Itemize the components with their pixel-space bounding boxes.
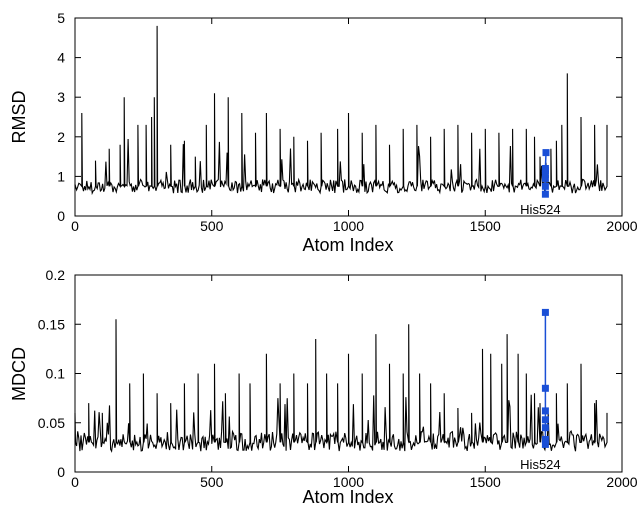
mdcd-his524-point — [541, 440, 549, 448]
mdcd-y-tick-label: 0.1 — [46, 366, 66, 382]
rmsd-panel: RMSD Atom Index 0 500 1000 1500 2000 0 1 2 3 4 5 Hi… — [9, 10, 638, 255]
rmsd-y-tick-label: 4 — [57, 50, 65, 66]
mdcd-his524-point — [541, 436, 549, 443]
mdcd-x-tick-label: 0 — [71, 474, 79, 490]
rmsd-series-line — [74, 25, 608, 196]
rmsd-his524-point — [541, 165, 549, 172]
rmsd-y-tick-label: 0 — [57, 208, 65, 224]
mdcd-panel: MDCD Atom Index 0 500 1000 1500 2000 0 0.05 0.1… — [9, 267, 638, 507]
rmsd-his524-label: His524 — [520, 202, 560, 217]
mdcd-y-tick-label: 0.05 — [38, 415, 65, 431]
mdcd-y-tick-label: 0.2 — [46, 267, 66, 283]
mdcd-his524-point — [541, 407, 549, 415]
mdcd-x-tick-label: 500 — [200, 474, 224, 490]
rmsd-y-tick-label: 3 — [57, 89, 65, 105]
rmsd-y-axis-label: RMSD — [9, 91, 29, 144]
mdcd-his524-point — [541, 424, 549, 432]
mdcd-x-axis-label: Atom Index — [302, 487, 393, 507]
rmsd-x-axis-label: Atom Index — [302, 235, 393, 255]
mdcd-his524-point — [541, 416, 549, 424]
mdcd-his524-label: His524 — [520, 457, 560, 472]
rmsd-y-tick-label: 5 — [57, 10, 65, 26]
rmsd-x-tick-label: 500 — [200, 218, 224, 234]
mdcd-x-tick-label: 1000 — [333, 474, 364, 490]
mdcd-y-tick-label: 0 — [57, 464, 65, 480]
mdcd-x-tick-label: 2000 — [606, 474, 637, 490]
rmsd-x-tick-label: 2000 — [606, 218, 637, 234]
rmsd-his524-point — [541, 182, 549, 190]
mdcd-y-axis-label: MDCD — [9, 347, 29, 401]
mdcd-series-line — [74, 319, 608, 453]
rmsd-his524-point — [541, 170, 549, 178]
rmsd-his524-point — [541, 190, 549, 198]
rmsd-y-tick-label: 1 — [57, 168, 65, 184]
rmsd-x-tick-label: 1000 — [333, 218, 364, 234]
mdcd-his524-point — [541, 384, 549, 392]
mdcd-y-tick-label: 0.15 — [38, 316, 65, 332]
mdcd-his524-point — [541, 308, 549, 316]
rmsd-x-tick-label: 0 — [71, 218, 79, 234]
rmsd-his524-point — [542, 149, 550, 157]
rmsd-y-tick-label: 2 — [57, 129, 65, 145]
mdcd-x-tick-label: 1500 — [470, 474, 501, 490]
rmsd-his524-point — [541, 174, 549, 182]
rmsd-x-tick-label: 1500 — [470, 218, 501, 234]
